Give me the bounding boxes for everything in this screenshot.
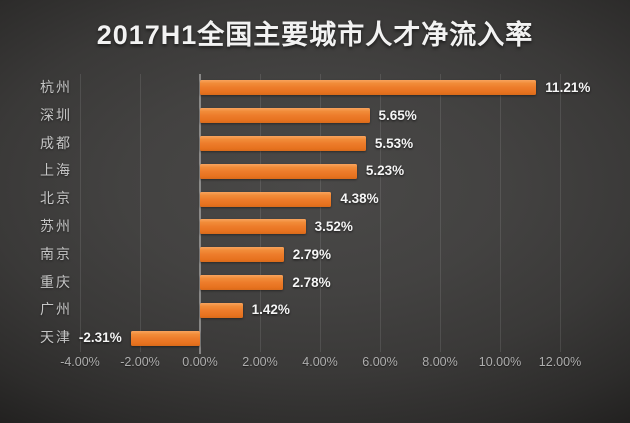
gridline [380,74,381,352]
category-label: 重庆 [40,273,72,290]
bar [200,219,306,235]
value-label: 5.65% [378,107,417,123]
gridline [260,74,261,352]
category-label: 杭州 [40,79,72,95]
gridline [560,74,561,352]
bar [200,275,284,290]
bar [130,330,200,346]
gridline [500,74,501,352]
bar [200,108,370,124]
category-label: 苏州 [40,218,72,234]
bar [200,191,332,207]
x-tick-label: 0.00% [182,355,218,369]
chart-title: 2017H1全国主要城市人才净流入率 [96,20,534,50]
category-label: 成都 [40,134,72,151]
bar [200,136,366,151]
value-label: 5.23% [365,163,405,179]
bar [200,247,284,263]
x-tick-label: 6.00% [362,355,398,369]
value-label: 2.79% [292,246,331,262]
gridline [80,74,81,352]
category-label: 南京 [40,245,72,262]
x-tick-label: 8.00% [422,355,458,369]
category-label: 天津 [40,329,72,346]
value-label: 3.52% [314,219,353,234]
x-tick-label: -4.00% [60,355,100,369]
gridline [440,74,441,352]
plot-area: 11.21% 5.65% 5.53% 5.23% 4.38% 3.52% 2.79% 2.78… [78,74,590,354]
category-axis: 杭州深圳成都上海北京苏州南京重庆广州天津 [0,74,72,352]
value-label: 1.42% [251,302,290,318]
bar [200,80,537,96]
x-axis: -4.00% -2.00% 0.00% 2.00% 4.00% 6.00% 8.00% 10.… [60,355,581,375]
category-label: 广州 [40,301,72,318]
value-label: 4.38% [340,191,379,207]
category-label: 北京 [40,190,72,207]
value-label: -2.31% [78,330,122,346]
gridline [320,74,321,352]
value-label: 11.21% [545,80,591,95]
bar [200,163,357,179]
x-tick-label: 10.00% [478,355,522,369]
x-tick-label: -2.00% [120,355,160,369]
x-tick-label: 12.00% [538,355,582,369]
value-label: 2.78% [292,274,331,290]
zero-axis-line [199,74,201,354]
x-tick-label: 2.00% [242,355,278,369]
category-label: 上海 [40,162,72,179]
value-label: 5.53% [374,135,414,151]
bar [200,302,243,318]
category-label: 深圳 [40,106,72,123]
x-tick-label: 4.00% [302,355,338,369]
gridline [140,74,141,352]
